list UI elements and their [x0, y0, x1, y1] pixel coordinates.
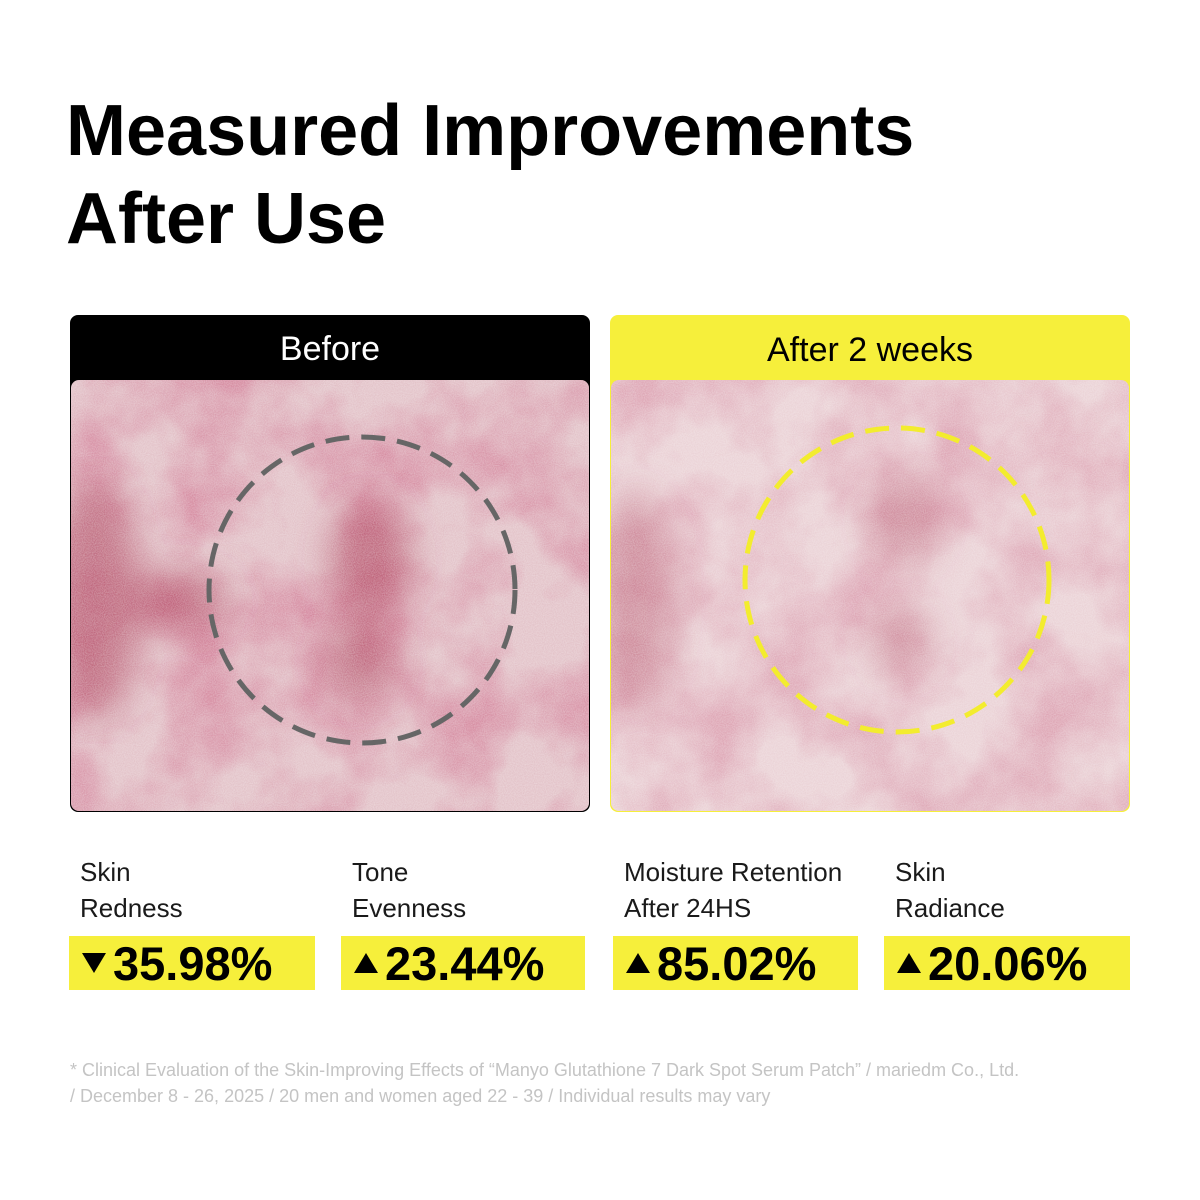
footnote-line: * Clinical Evaluation of the Skin-Improv…	[70, 1060, 1019, 1080]
footnote-line: / December 8 - 26, 2025 / 20 men and wom…	[70, 1086, 770, 1106]
panel-label: After 2 weeks	[767, 331, 973, 369]
focus-circle	[742, 425, 1052, 735]
metric-value-box	[341, 936, 585, 990]
metric-value: 20.06%	[928, 937, 1087, 990]
metric-value: 23.44%	[385, 937, 544, 990]
metric-label: After 24HS	[624, 893, 751, 923]
metric-value-box	[613, 936, 858, 990]
after-panel: After 2 weeks	[610, 315, 1130, 812]
title-line: Measured Improvements	[66, 91, 914, 171]
metric-label: Redness	[80, 893, 183, 923]
metric-label: Evenness	[352, 893, 466, 923]
title-line: After Use	[66, 179, 386, 259]
before-panel: Before	[70, 315, 590, 812]
metric-label: Skin	[80, 857, 131, 887]
metric-label: Moisture Retention	[624, 857, 842, 887]
metric-value-box	[69, 936, 315, 990]
direction-arrow	[897, 953, 921, 973]
skin-image	[71, 380, 589, 811]
focus-circle	[206, 434, 518, 746]
metrics: Skin Redness 35.98% Tone Evenness 23.44% Moist…	[69, 857, 1130, 990]
metric-label: Radiance	[895, 893, 1005, 923]
metric-value: 35.98%	[113, 937, 272, 990]
panel-label: Before	[280, 330, 380, 368]
metric-label: Tone	[352, 857, 408, 887]
direction-arrow	[82, 953, 106, 973]
skin-image	[611, 380, 1129, 811]
direction-arrow	[626, 953, 650, 973]
direction-arrow	[354, 953, 378, 973]
metric-value-box	[884, 936, 1130, 990]
metric-label: Skin	[895, 857, 946, 887]
metric-value: 85.02%	[657, 937, 816, 990]
